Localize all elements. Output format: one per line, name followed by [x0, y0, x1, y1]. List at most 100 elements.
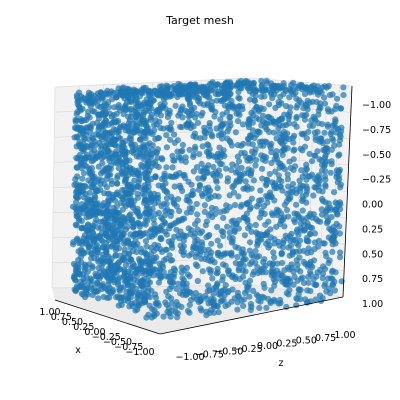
data-point	[294, 296, 301, 303]
data-point	[266, 170, 273, 178]
data-point	[104, 172, 111, 179]
data-point	[289, 189, 296, 196]
data-point	[292, 163, 299, 170]
data-point	[148, 195, 155, 202]
data-point	[240, 273, 247, 280]
data-point	[77, 254, 84, 261]
data-point	[233, 179, 240, 186]
data-point	[336, 151, 343, 158]
data-point	[207, 210, 214, 217]
data-point	[168, 119, 175, 126]
data-point	[128, 256, 135, 263]
data-point	[143, 314, 150, 321]
data-point	[251, 97, 258, 104]
data-point	[89, 108, 96, 115]
y-tick-label: −0.75	[362, 125, 391, 136]
data-point	[223, 95, 230, 102]
data-point	[312, 296, 319, 303]
data-point	[86, 208, 93, 216]
data-point	[99, 238, 106, 245]
data-point	[306, 122, 313, 129]
data-point	[72, 277, 79, 284]
z-tick-label: 0.50	[296, 336, 317, 347]
data-point	[289, 180, 297, 188]
data-point	[222, 282, 229, 289]
data-point	[79, 125, 86, 133]
data-point	[120, 142, 127, 150]
x-tick-label: 0.75	[51, 312, 72, 323]
data-point	[125, 201, 132, 208]
data-point	[167, 136, 174, 143]
data-point	[192, 238, 199, 245]
data-point	[124, 182, 131, 190]
data-point	[206, 119, 213, 127]
data-point	[78, 165, 85, 172]
data-point	[201, 129, 208, 136]
data-point	[80, 205, 87, 212]
data-point	[213, 178, 220, 185]
data-point	[235, 265, 242, 272]
data-point	[328, 146, 335, 153]
data-point	[159, 261, 166, 268]
data-point	[229, 235, 236, 242]
data-point	[321, 129, 328, 136]
data-point	[295, 291, 302, 298]
data-point	[119, 194, 126, 201]
data-point	[95, 295, 102, 302]
data-point	[188, 296, 195, 304]
data-point	[275, 238, 282, 245]
data-point	[137, 245, 144, 252]
data-point	[141, 258, 148, 265]
data-point	[168, 273, 175, 280]
data-point	[79, 248, 86, 255]
data-point	[96, 275, 103, 282]
data-point	[229, 184, 236, 191]
data-point	[299, 183, 307, 190]
data-point	[293, 95, 300, 102]
data-point	[133, 153, 140, 160]
data-point	[279, 187, 286, 194]
data-point	[293, 257, 300, 264]
data-point	[179, 103, 186, 110]
data-point	[153, 301, 160, 308]
data-point	[220, 214, 227, 221]
x-tick-label: 1.00	[39, 307, 60, 318]
data-point	[154, 191, 161, 199]
data-point	[248, 109, 255, 117]
data-point	[311, 246, 318, 253]
data-point	[319, 270, 327, 277]
data-point	[125, 251, 132, 258]
data-point	[152, 173, 159, 180]
data-point	[195, 186, 202, 193]
data-point	[319, 140, 326, 147]
data-point	[330, 224, 337, 231]
data-point	[245, 121, 252, 128]
data-point	[305, 273, 312, 280]
data-point	[105, 196, 112, 203]
data-point	[104, 226, 111, 233]
data-point	[77, 160, 84, 167]
data-point	[252, 162, 259, 169]
data-point	[130, 171, 137, 178]
data-point	[164, 110, 171, 117]
data-point	[102, 231, 109, 238]
data-point	[235, 88, 242, 95]
data-point	[123, 85, 130, 92]
data-point	[132, 113, 139, 120]
data-point	[124, 215, 131, 222]
data-point	[124, 223, 131, 230]
data-point	[300, 279, 308, 287]
data-point	[129, 247, 137, 255]
data-point	[213, 97, 220, 104]
data-point	[211, 113, 218, 120]
data-point	[303, 111, 310, 118]
data-point	[138, 265, 145, 272]
data-point	[175, 232, 182, 239]
data-point	[104, 268, 111, 275]
data-point	[215, 250, 222, 257]
x-tick-label: −0.25	[92, 332, 121, 343]
data-point	[183, 280, 190, 287]
data-point	[192, 94, 199, 101]
data-point	[201, 208, 208, 215]
data-point	[190, 245, 197, 252]
